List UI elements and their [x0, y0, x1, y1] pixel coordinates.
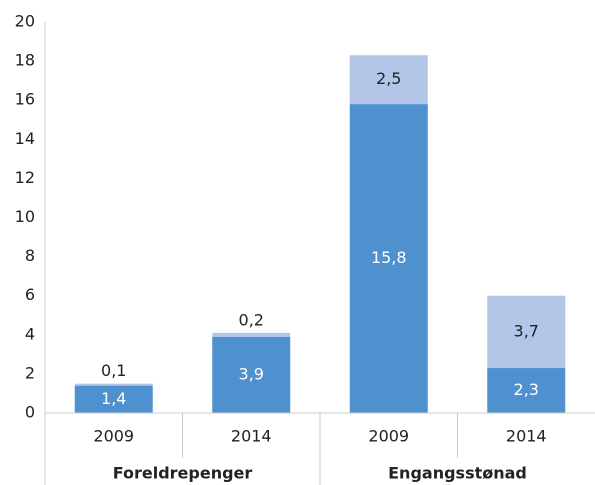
y-tick-label: 2 — [25, 363, 35, 382]
bar-segment — [349, 55, 428, 105]
y-tick-label: 20 — [15, 12, 35, 31]
value-label: 15,8 — [371, 248, 407, 267]
value-label: 0,2 — [239, 310, 264, 329]
bar-segment — [74, 383, 153, 386]
x-tick-label: 2014 — [506, 427, 547, 446]
y-tick-label: 14 — [15, 129, 35, 148]
bar-segment — [487, 295, 566, 369]
x-tick-label: 2009 — [368, 427, 409, 446]
y-tick-label: 0 — [25, 403, 35, 422]
value-label: 3,9 — [239, 364, 264, 383]
group-label: Engangsstønad — [388, 464, 527, 483]
y-tick-label: 4 — [25, 324, 35, 343]
group-label: Foreldrepenger — [113, 464, 253, 483]
bar-segment — [487, 368, 566, 413]
bar-segment — [74, 385, 153, 413]
x-tick-label: 2009 — [93, 427, 134, 446]
bar-segment — [212, 332, 291, 337]
value-label: 2,3 — [514, 380, 539, 399]
value-label: 1,4 — [101, 389, 126, 408]
y-tick-label: 12 — [15, 168, 35, 187]
y-tick-label: 8 — [25, 246, 35, 265]
value-label: 2,5 — [376, 69, 401, 88]
value-label: 0,1 — [101, 361, 126, 380]
y-tick-label: 16 — [15, 90, 35, 109]
y-tick-label: 10 — [15, 207, 35, 226]
y-tick-label: 6 — [25, 285, 35, 304]
y-tick-label: 18 — [15, 51, 35, 70]
value-label: 3,7 — [514, 321, 539, 340]
bar-segment — [212, 336, 291, 413]
bar-segment — [349, 104, 428, 414]
x-tick-label: 2014 — [231, 427, 272, 446]
